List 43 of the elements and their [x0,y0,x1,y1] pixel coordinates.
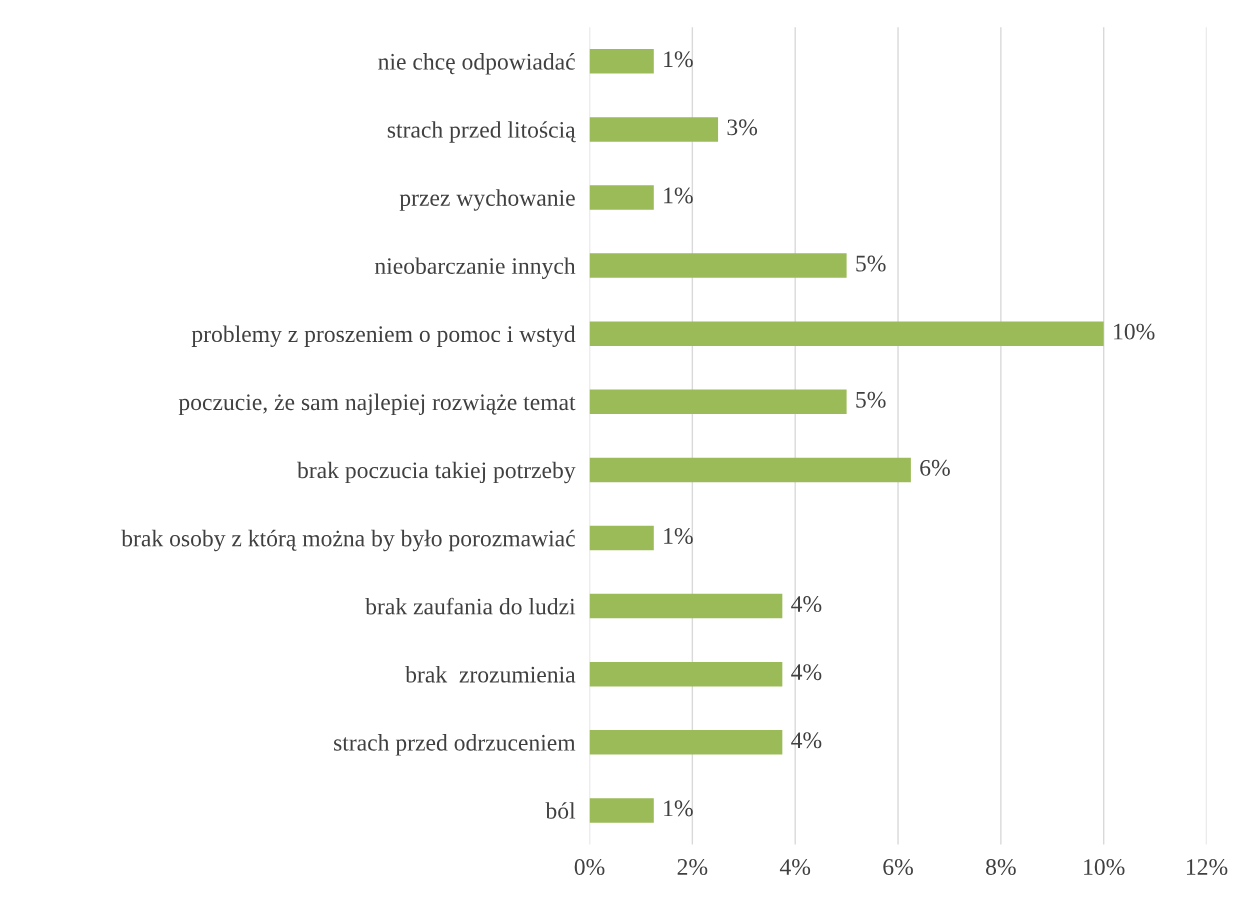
y-tick-label: problemy z proszeniem o pomoc i wstyd [191,325,576,347]
y-tick-label: brak osoby z którą można by było porozmawiać [121,529,575,552]
y-tick-label: strach przed odrzuceniem [334,734,576,756]
x-tick-label: 10% [1084,859,1125,876]
x-tick-label: 4% [779,859,811,876]
y-tick-label: strach przed litością [387,121,576,143]
bar [589,185,654,210]
data-label: 4% [791,664,822,681]
data-label: 1% [664,51,693,68]
bar [589,49,654,74]
data-label: 3% [727,119,758,136]
bar [589,117,719,142]
bar [589,661,783,687]
y-tick-label: brak zaufania do ludzi [365,597,576,615]
y-tick-label: nie chcę odpowiadać [378,53,575,75]
bar [589,321,1104,346]
bar [589,525,654,551]
bar [589,798,654,823]
data-label: 4% [791,596,822,613]
data-label: 1% [664,527,693,544]
y-tick-label: brak poczucia takiej potrzeby [297,461,576,484]
y-tick-label: brak zrozumienia [405,666,576,683]
x-tick-label: 0% [574,859,605,876]
data-label: 4% [791,732,822,749]
x-tick-label: 6% [883,859,913,876]
data-label: 5% [856,391,886,408]
y-tick-label: nieobarczanie innych [374,257,576,279]
x-tick-label: 2% [677,859,708,876]
bar [589,457,911,483]
bar [589,389,847,415]
y-tick-label: ból [545,802,576,819]
bar [589,593,783,619]
y-tick-label: poczucie, że sam najlepiej rozwiąże temat [178,393,576,416]
data-label: 6% [920,459,950,476]
data-label: 10% [1114,323,1155,340]
y-tick-label: przez wychowanie [399,189,575,211]
data-label: 1% [664,800,693,817]
bar [589,253,847,278]
x-tick-label: 8% [986,859,1016,876]
x-tick-label: 12% [1186,859,1228,876]
data-label: 1% [664,187,693,204]
bar [589,730,783,755]
data-label: 5% [856,255,886,272]
